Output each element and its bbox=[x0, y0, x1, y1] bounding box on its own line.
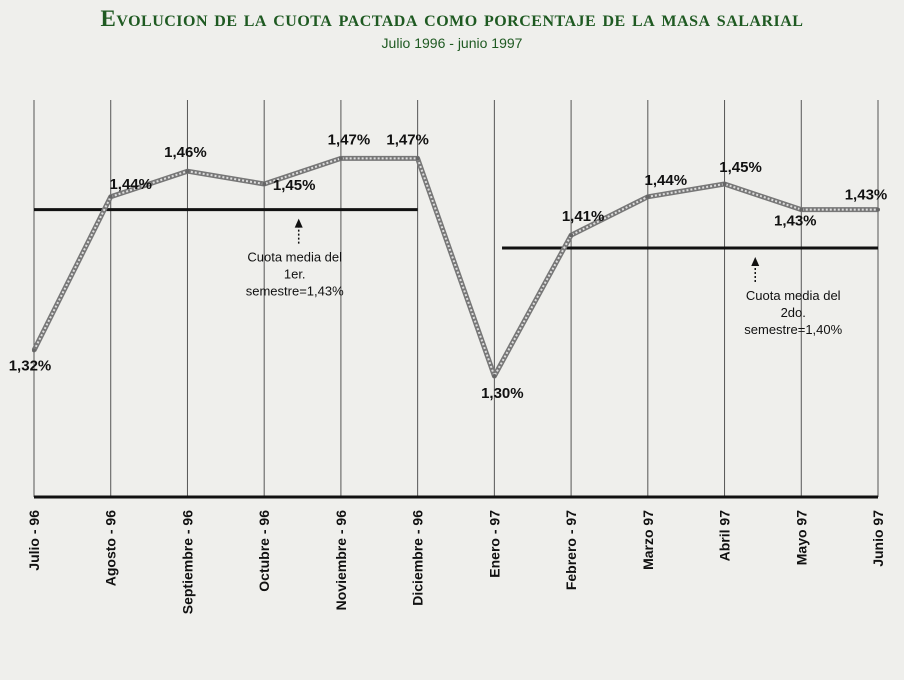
data-point-4 bbox=[338, 156, 343, 161]
data-point-5 bbox=[415, 156, 420, 161]
data-labels: 1,32% 1,44% 1,46% 1,45% 1,47% 1,47% 1,30% 1,41%… bbox=[9, 131, 888, 402]
reference-note-0-1: 1er. bbox=[284, 267, 306, 282]
data-label-5: 1,47% bbox=[386, 131, 429, 148]
series-line bbox=[31, 155, 880, 379]
data-label-4: 1,47% bbox=[328, 131, 371, 148]
x-tick-label-1: Agosto - 96 bbox=[103, 510, 119, 586]
data-label-3: 1,45% bbox=[273, 177, 316, 194]
annotations: Cuota media del 1er. semestre=1,43% Cuota m… bbox=[246, 218, 843, 337]
x-tick-label-3: Octubre - 96 bbox=[256, 510, 272, 592]
data-point-6 bbox=[492, 374, 497, 378]
x-axis-ticks: Julio - 96 Agosto - 96 Septiembre - 96 Octu… bbox=[26, 510, 886, 614]
x-tick-label-4: Noviembre - 96 bbox=[333, 510, 349, 611]
x-tick-label-9: Abril 97 bbox=[717, 510, 733, 562]
data-label-1: 1,44% bbox=[109, 176, 152, 193]
data-label-6: 1,30% bbox=[481, 385, 524, 402]
data-point-7 bbox=[569, 233, 574, 238]
data-point-2 bbox=[185, 169, 190, 174]
data-label-9: 1,45% bbox=[719, 159, 762, 176]
data-point-3 bbox=[262, 182, 267, 186]
x-tick-label-6: Enero - 97 bbox=[486, 510, 502, 578]
arrow-head-1 bbox=[751, 257, 760, 266]
data-label-7: 1,41% bbox=[562, 208, 605, 225]
chart-title: Evolucion de la cuota pactada como porce… bbox=[100, 6, 804, 31]
data-label-11: 1,43% bbox=[845, 187, 888, 204]
series-line-hatch bbox=[33, 157, 878, 377]
data-point-1 bbox=[108, 194, 113, 199]
grid-lines bbox=[33, 100, 879, 499]
data-point-9 bbox=[722, 182, 727, 186]
x-tick-label-0: Julio - 96 bbox=[26, 510, 42, 571]
x-tick-label-2: Septiembre - 96 bbox=[179, 510, 195, 614]
arrow-head-0 bbox=[294, 218, 303, 228]
reference-note-1-1: 2do. bbox=[781, 305, 806, 320]
data-point-0 bbox=[32, 348, 36, 353]
data-label-2: 1,46% bbox=[164, 144, 207, 161]
series-line-base bbox=[31, 155, 878, 379]
reference-note-1-2: semestre=1,40% bbox=[744, 322, 842, 337]
data-point-10 bbox=[799, 207, 804, 212]
reference-note-0-2: semestre=1,43% bbox=[246, 284, 344, 299]
x-tick-label-10: Mayo 97 bbox=[793, 510, 809, 565]
data-label-10: 1,43% bbox=[774, 213, 817, 230]
x-tick-label-8: Marzo 97 bbox=[640, 510, 656, 570]
reference-note-1-0: Cuota media del bbox=[746, 288, 841, 303]
data-point-8 bbox=[645, 194, 650, 199]
data-point-11 bbox=[876, 207, 880, 212]
x-tick-label-5: Diciembre - 96 bbox=[410, 510, 426, 606]
reference-note-0-0: Cuota media del bbox=[247, 250, 342, 265]
data-label-0: 1,32% bbox=[9, 357, 52, 374]
x-tick-label-7: Febrero - 97 bbox=[563, 510, 579, 590]
x-tick-label-11: Junio 97 bbox=[870, 510, 886, 567]
data-label-8: 1,44% bbox=[645, 172, 688, 189]
reference-lines bbox=[34, 208, 878, 250]
chart-subtitle: Julio 1996 - junio 1997 bbox=[381, 35, 523, 51]
